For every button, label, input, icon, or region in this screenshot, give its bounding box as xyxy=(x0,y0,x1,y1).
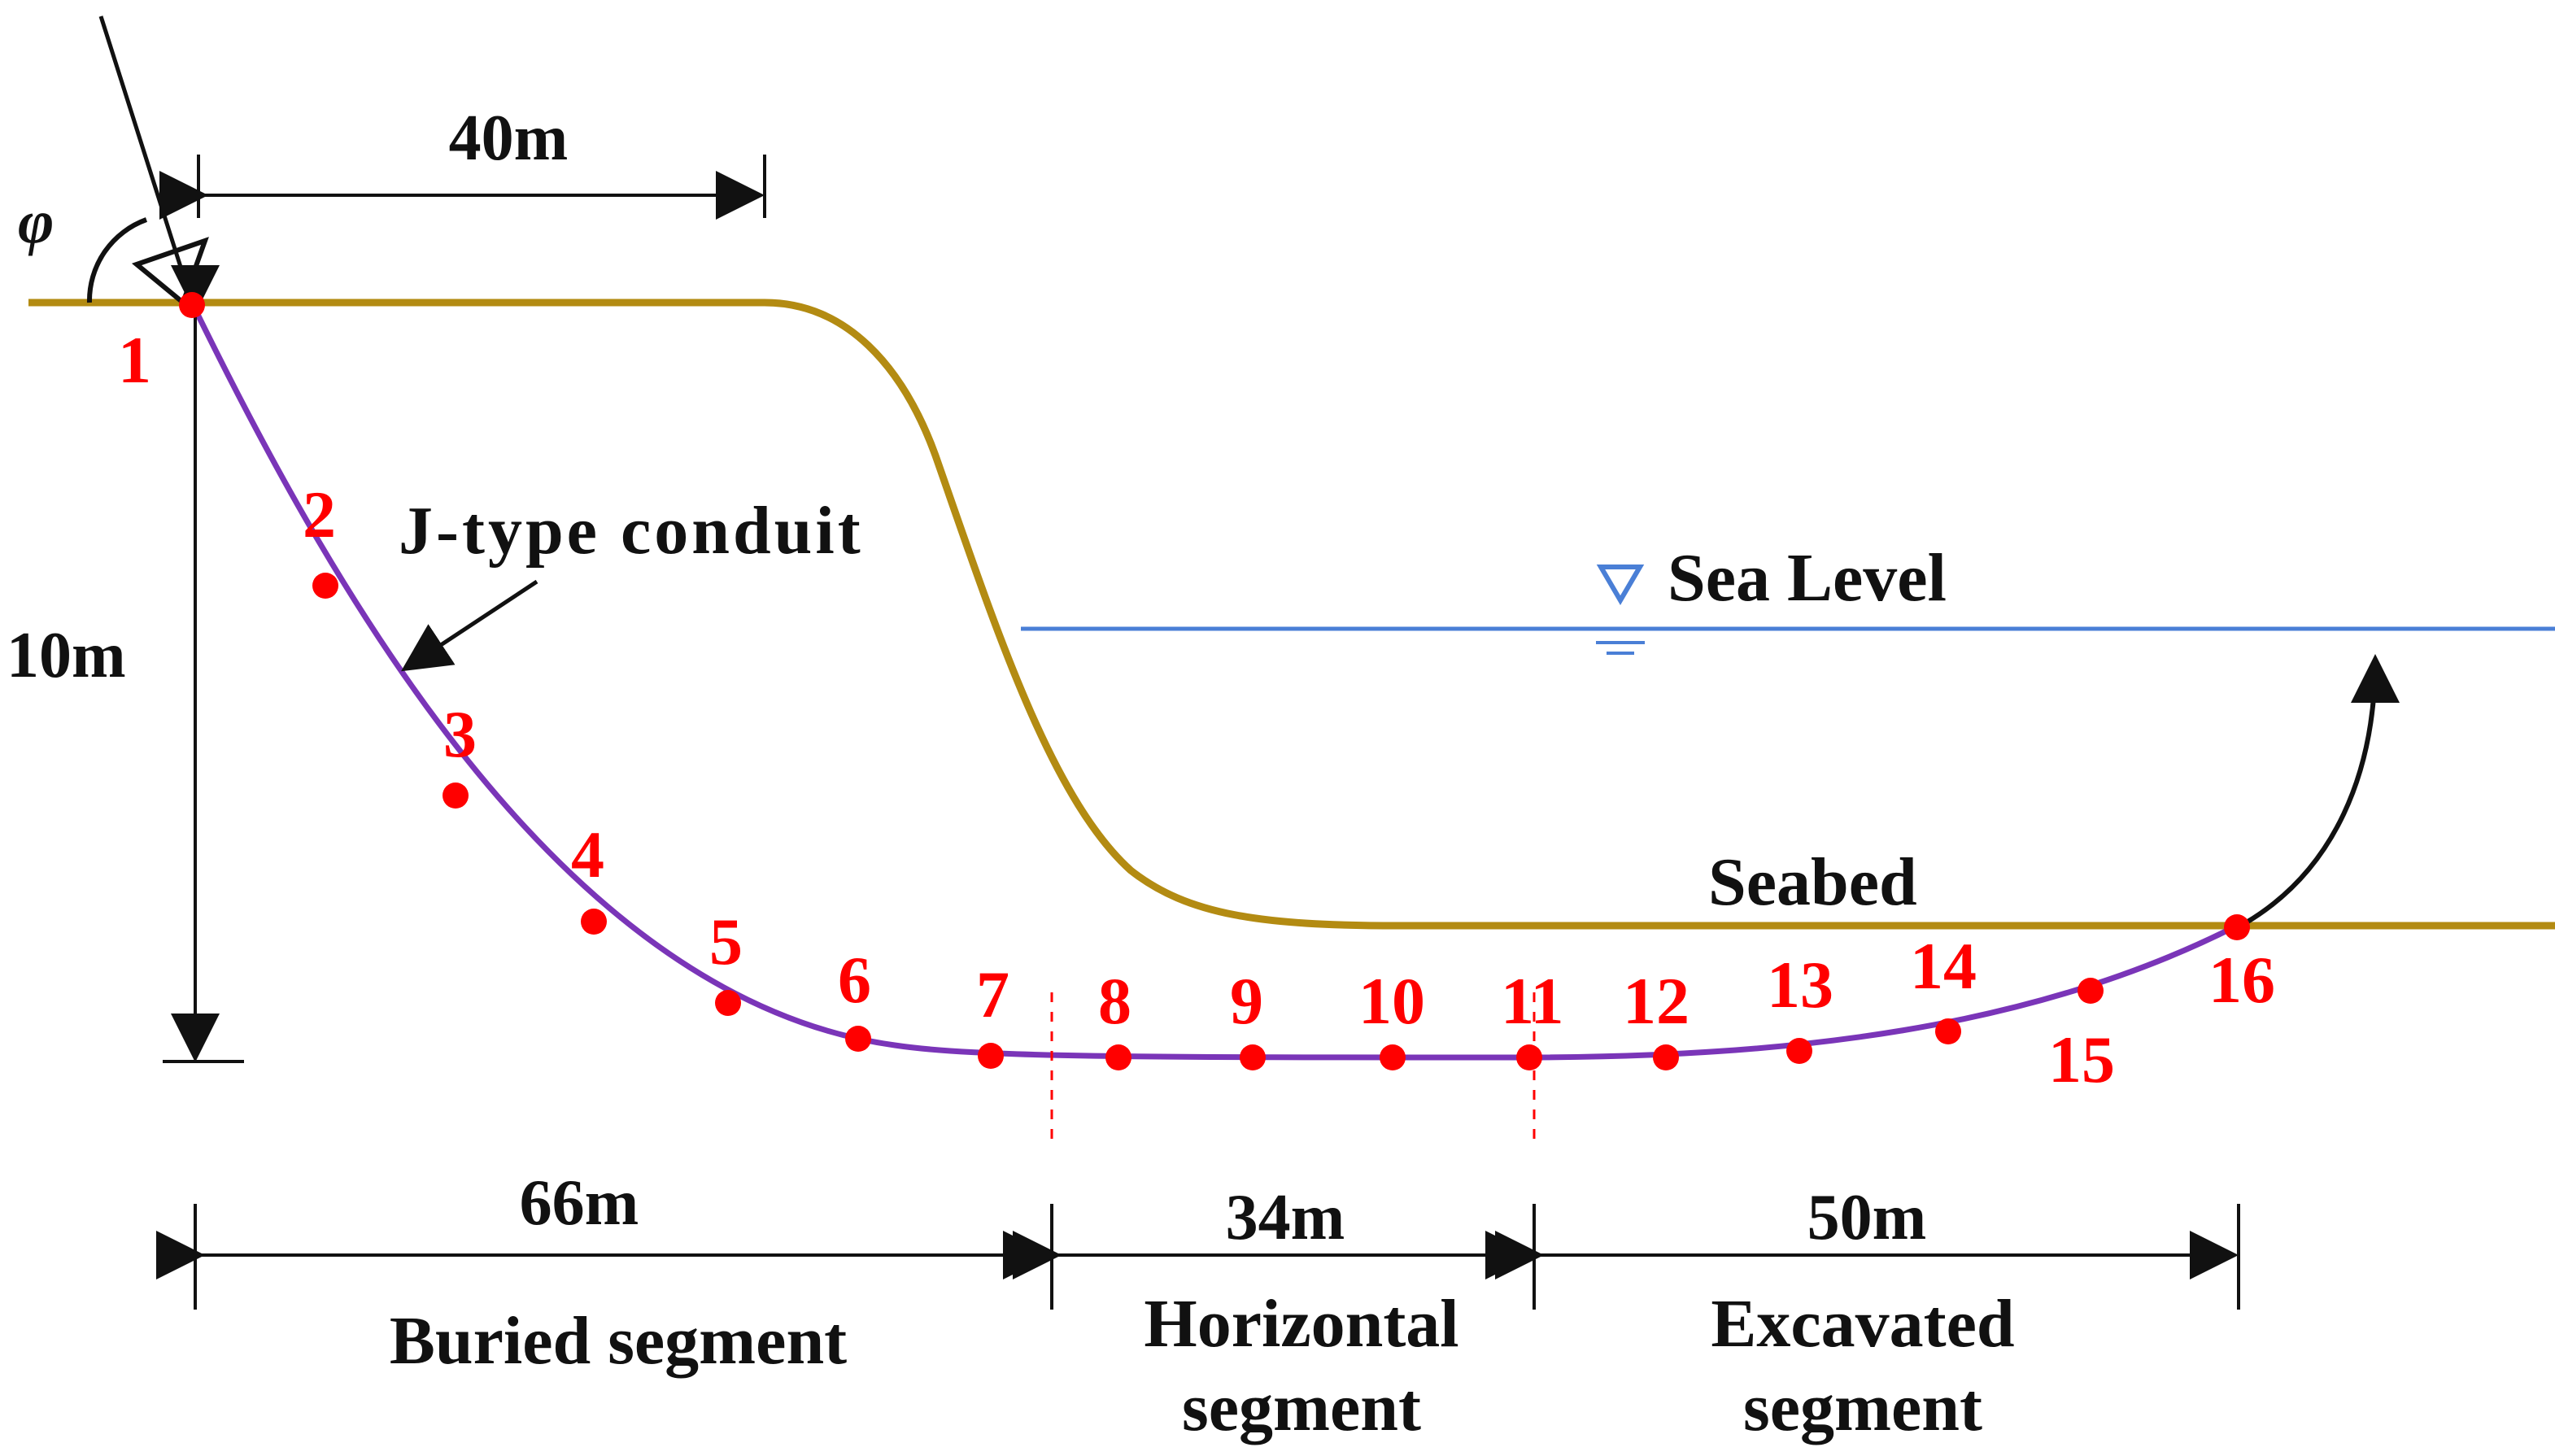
point-marker-14 xyxy=(1935,1018,1961,1044)
ground-profile xyxy=(28,299,2555,930)
conduit-pointer xyxy=(400,579,538,672)
depth-label: 10m xyxy=(7,620,126,691)
point-label-14: 14 xyxy=(1910,929,1977,1003)
seabed-label: Seabed xyxy=(1708,844,1917,920)
point-label-1: 1 xyxy=(118,323,151,397)
buried-length-label: 66m xyxy=(520,1167,639,1239)
j-type-conduit xyxy=(189,301,2239,1061)
point-marker-13 xyxy=(1786,1038,1812,1064)
point-label-9: 9 xyxy=(1230,964,1263,1038)
sea-level-label: Sea Level xyxy=(1668,540,1947,616)
angle-arc xyxy=(86,217,148,303)
point-marker-7 xyxy=(978,1043,1004,1069)
entry-angle-line xyxy=(98,15,194,303)
point-marker-5 xyxy=(715,990,741,1016)
point-marker-12 xyxy=(1653,1044,1679,1070)
horizontal-segment-label-line1: Horizontal xyxy=(1144,1286,1458,1362)
exit-arrow xyxy=(2243,654,2400,926)
point-marker-10 xyxy=(1380,1044,1406,1070)
top-width-dimension xyxy=(159,155,766,220)
point-label-6: 6 xyxy=(838,943,871,1017)
point-marker-2 xyxy=(312,573,338,599)
depth-dimension xyxy=(163,265,244,1063)
top-width-label: 40m xyxy=(449,102,569,174)
point-label-15: 15 xyxy=(2048,1022,2115,1096)
point-marker-15 xyxy=(2078,978,2104,1004)
excavated-length-label: 50m xyxy=(1807,1182,1927,1253)
conduit-label: J-type conduit xyxy=(399,493,864,569)
point-marker-1 xyxy=(179,292,205,318)
point-label-12: 12 xyxy=(1623,964,1690,1038)
point-label-3: 3 xyxy=(443,697,477,771)
point-label-4: 4 xyxy=(571,817,604,891)
point-label-13: 13 xyxy=(1767,948,1833,1022)
point-label-16: 16 xyxy=(2208,943,2275,1017)
angle-label: φ xyxy=(18,188,54,256)
excavated-segment-label-line1: Excavated xyxy=(1711,1286,2014,1362)
bottom-dimensions xyxy=(156,1204,2240,1310)
excavated-segment-label-line2: segment xyxy=(1743,1370,1982,1445)
point-marker-11 xyxy=(1516,1044,1542,1070)
point-marker-3 xyxy=(443,782,469,809)
point-label-5: 5 xyxy=(709,905,743,979)
horizontal-length-label: 34m xyxy=(1226,1182,1345,1253)
point-marker-8 xyxy=(1105,1044,1131,1070)
point-label-7: 7 xyxy=(976,957,1009,1031)
point-marker-4 xyxy=(581,909,607,935)
horizontal-segment-label-line2: segment xyxy=(1182,1370,1421,1445)
buried-segment-label: Buried segment xyxy=(390,1303,847,1379)
point-label-11: 11 xyxy=(1501,964,1563,1038)
point-label-10: 10 xyxy=(1358,964,1425,1038)
point-label-8: 8 xyxy=(1098,964,1131,1038)
point-marker-6 xyxy=(845,1026,871,1052)
point-marker-16 xyxy=(2224,914,2250,940)
point-marker-9 xyxy=(1240,1044,1266,1070)
point-label-2: 2 xyxy=(303,477,336,551)
sea-level-symbol xyxy=(1596,565,1645,655)
